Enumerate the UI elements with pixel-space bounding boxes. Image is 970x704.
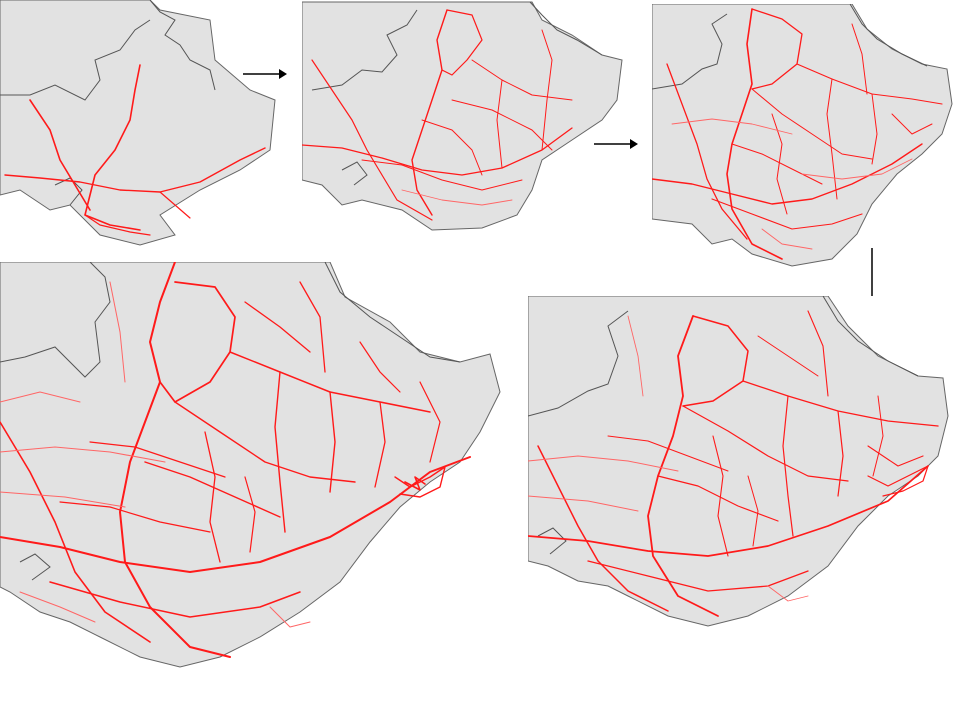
map-stage-5-svg: [0, 262, 501, 668]
arrow-right-2: [594, 134, 638, 154]
land-mass: [652, 4, 953, 267]
region-border-2: [341, 161, 368, 186]
land-mass: [0, 262, 501, 668]
region-border: [528, 310, 629, 417]
country-border: [324, 262, 461, 363]
country-border: [849, 4, 928, 67]
country-border: [149, 0, 216, 91]
region-border: [0, 19, 151, 101]
region-border-2: [537, 527, 567, 555]
map-panel-stage-4: [528, 296, 968, 646]
map-panel-stage-3: [652, 4, 962, 276]
road-network: [302, 9, 573, 221]
map-panel-stage-1: [0, 0, 280, 248]
land-mass: [302, 1, 623, 231]
road-network: [4, 64, 266, 236]
map-panel-stage-5: [0, 262, 510, 698]
region-border: [0, 262, 111, 378]
region-border: [311, 9, 418, 91]
country-border: [529, 1, 603, 56]
map-stage-4-svg: [528, 296, 949, 627]
region-border-2: [19, 553, 51, 581]
map-stage-3-svg: [652, 4, 953, 267]
road-network: [0, 262, 471, 658]
arrow-right-1: [243, 64, 287, 84]
region-border: [652, 13, 728, 90]
map-stage-1-svg: [0, 0, 276, 246]
road-network: [652, 8, 943, 260]
region-border-2: [54, 177, 83, 206]
land-mass: [528, 296, 949, 627]
map-panel-stage-2: [302, 0, 630, 238]
road-network: [528, 310, 939, 617]
land-mass: [0, 0, 276, 246]
country-border: [822, 296, 919, 377]
map-stage-2-svg: [302, 1, 623, 231]
